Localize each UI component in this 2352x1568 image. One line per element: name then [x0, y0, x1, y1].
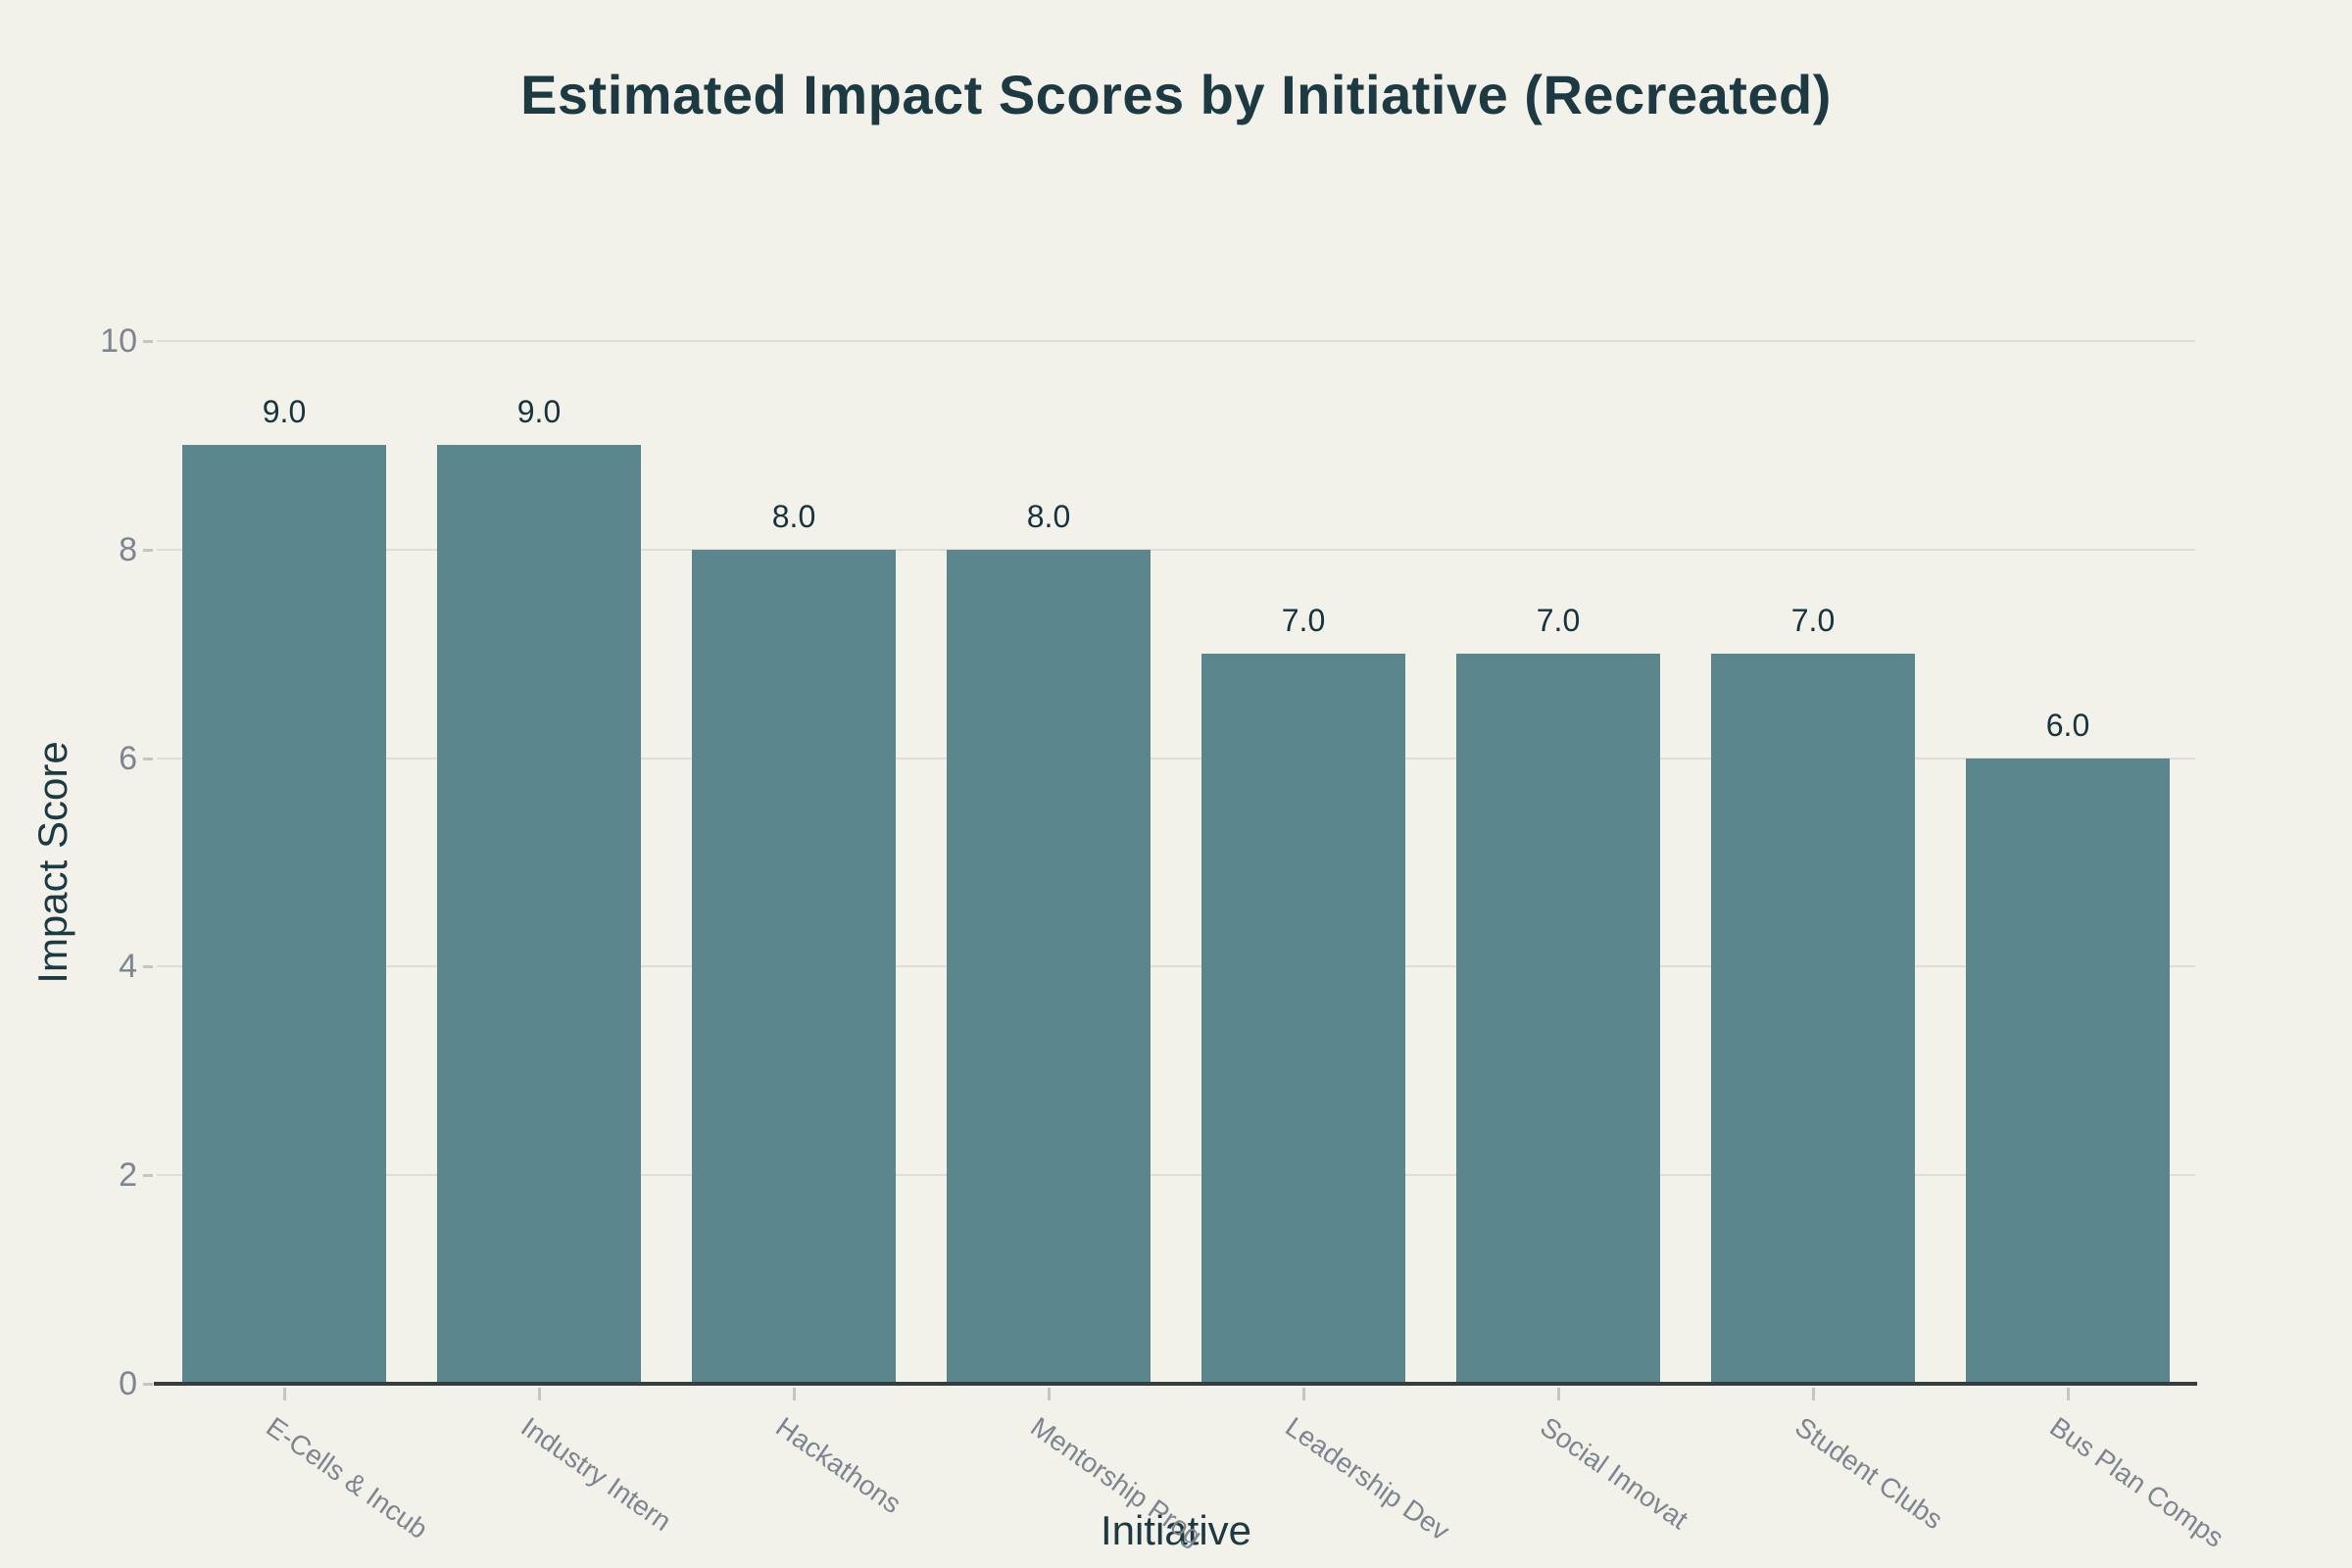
x-tick-mark [2067, 1388, 2070, 1400]
x-tick-mark [538, 1388, 541, 1400]
x-tick-mark [283, 1388, 286, 1400]
y-tick-mark [143, 1174, 153, 1178]
y-tick-label: 6 [119, 739, 137, 777]
bar-value-label: 9.0 [516, 394, 562, 430]
x-tick-mark [793, 1388, 796, 1400]
bar-value-label: 8.0 [1026, 498, 1071, 534]
bar-value-label: 6.0 [2045, 707, 2090, 743]
y-tick-label: 10 [100, 322, 137, 360]
gridline [157, 548, 2195, 551]
bar-value-label: 7.0 [1536, 603, 1581, 639]
x-tick-mark [1048, 1388, 1051, 1400]
x-axis-label: Initiative [1100, 1507, 1252, 1553]
bar-value-label: 7.0 [1790, 603, 1836, 639]
x-axis-line [154, 1382, 2197, 1386]
gridline [157, 1174, 2195, 1177]
y-tick-label: 2 [119, 1156, 137, 1195]
y-tick-mark [143, 548, 153, 552]
bar [1966, 758, 2170, 1384]
bar [1456, 654, 1660, 1384]
y-tick-mark [143, 340, 153, 343]
gridline [157, 965, 2195, 968]
x-tick-mark [1812, 1388, 1815, 1400]
bar [437, 445, 641, 1384]
y-tick-mark [143, 1383, 153, 1386]
y-tick-mark [143, 757, 153, 760]
y-tick-label: 0 [119, 1365, 137, 1402]
bar-value-label: 8.0 [771, 498, 816, 534]
bar [182, 445, 386, 1384]
y-tick-label: 4 [119, 948, 137, 986]
gridline [157, 340, 2195, 342]
bar-value-label: 9.0 [262, 394, 307, 430]
gridline [157, 757, 2195, 760]
bar-value-label: 7.0 [1281, 603, 1326, 639]
bar [692, 549, 896, 1384]
x-tick-mark [1557, 1388, 1560, 1400]
chart-title: Estimated Impact Scores by Initiative (R… [520, 64, 1832, 125]
x-category-label: Hackathons [770, 1411, 907, 1520]
bar [947, 549, 1151, 1384]
bar [1711, 654, 1915, 1384]
y-tick-label: 8 [119, 530, 137, 568]
x-tick-mark [1302, 1388, 1305, 1400]
y-tick-mark [143, 965, 153, 969]
bar [1201, 654, 1405, 1384]
